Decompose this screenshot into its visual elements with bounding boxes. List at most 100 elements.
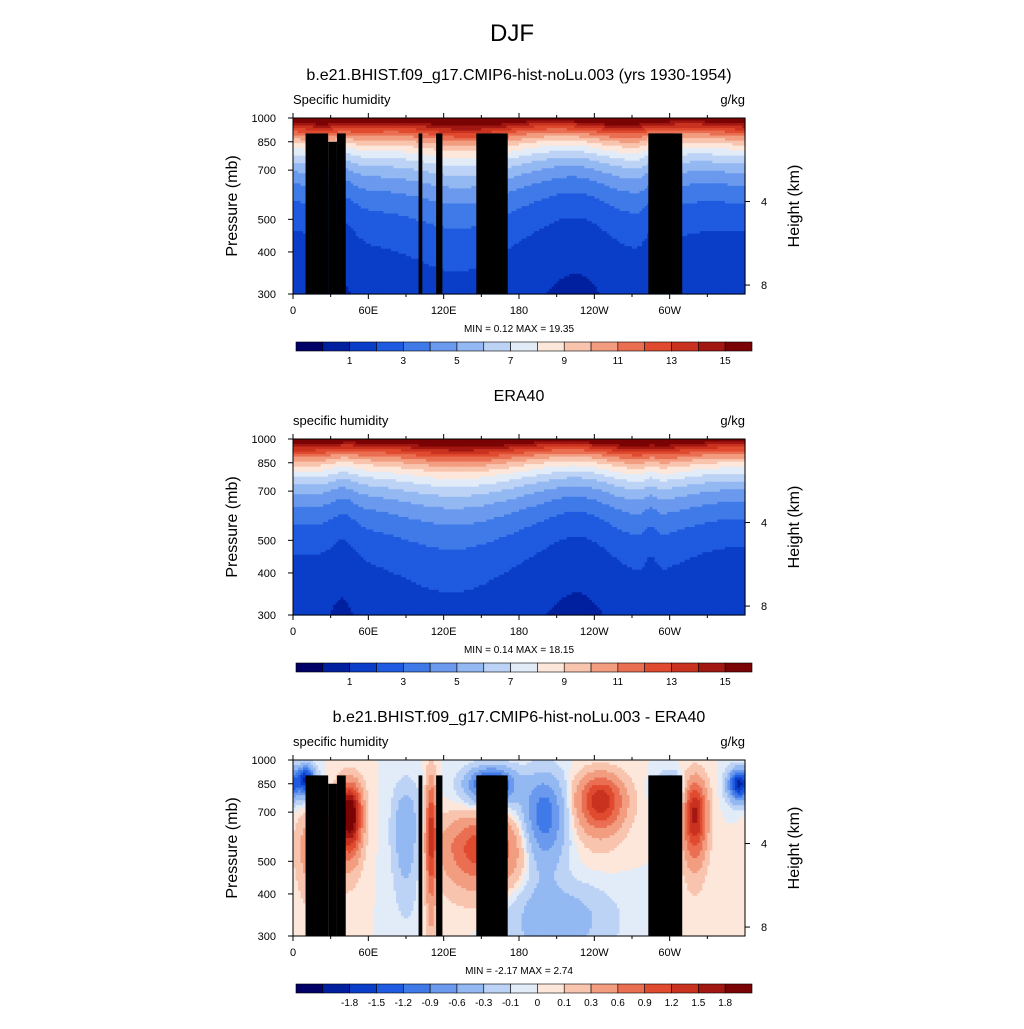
x-tick-label: 120E [431, 305, 457, 317]
colorbar-swatch [457, 663, 484, 672]
min-max-stats: MIN = 0.12 MAX = 19.35 [464, 324, 574, 335]
variable-label: Specific humidity [293, 92, 391, 107]
colorbar-swatch [725, 663, 752, 672]
terrain-mask-1 [306, 775, 329, 936]
terrain-mask-6 [476, 775, 507, 936]
x-tick-label: 180 [510, 626, 528, 638]
y-tick-label: 500 [258, 214, 276, 226]
y2-tick-label: 4 [761, 839, 767, 851]
y-tick-label: 300 [258, 610, 276, 622]
colorbar-swatch [484, 342, 511, 351]
colorbar-label: 13 [666, 677, 678, 688]
y2-tick-label: 8 [761, 601, 767, 613]
colorbar-swatch [484, 663, 511, 672]
x-tick-label: 0 [290, 305, 296, 317]
y-axis-title: Pressure (mb) [224, 797, 241, 898]
colorbar-swatch [698, 984, 725, 993]
y2-tick-label: 4 [761, 518, 767, 530]
colorbar-swatch [511, 984, 538, 993]
x-tick-label: 120E [431, 947, 457, 959]
y-tick-label: 850 [258, 779, 276, 791]
x-tick-label: 180 [510, 947, 528, 959]
colorbar-swatch [403, 342, 430, 351]
y-tick-label: 500 [258, 856, 276, 868]
colorbar-swatch [350, 663, 377, 672]
colorbar-swatch [430, 663, 457, 672]
colorbar-swatch [564, 984, 591, 993]
colorbar-swatch [698, 342, 725, 351]
colorbar-swatch [511, 342, 538, 351]
x-tick-label: 120E [431, 626, 457, 638]
y-axis-title: Pressure (mb) [224, 476, 241, 577]
y-tick-label: 500 [258, 535, 276, 547]
colorbar-swatch [537, 663, 564, 672]
y-tick-label: 700 [258, 807, 276, 819]
colorbar-label: 9 [561, 677, 567, 688]
terrain-mask-5 [436, 775, 442, 936]
x-tick-label: 120W [580, 947, 609, 959]
colorbar-swatch [537, 984, 564, 993]
colorbar-label: 5 [454, 356, 460, 367]
colorbar-swatch [618, 342, 645, 351]
x-tick-label: 180 [510, 305, 528, 317]
colorbar-swatch [725, 984, 752, 993]
terrain-mask-2 [328, 784, 337, 936]
y2-axis-title: Height (km) [786, 807, 803, 890]
colorbar-label: 15 [720, 356, 732, 367]
y2-axis-title: Height (km) [786, 486, 803, 569]
panel-3: b.e21.BHIST.f09_g17.CMIP6-hist-noLu.003 … [224, 709, 803, 1009]
colorbar-swatch [296, 984, 323, 993]
colorbar-swatch [672, 984, 699, 993]
min-max-stats: MIN = 0.14 MAX = 18.15 [464, 645, 574, 656]
x-tick-label: 60E [359, 626, 379, 638]
terrain-mask-2 [328, 142, 337, 294]
terrain-mask-4 [419, 133, 423, 294]
units-label: g/kg [720, 734, 745, 749]
y2-tick-label: 8 [761, 280, 767, 292]
colorbar-swatch [537, 342, 564, 351]
variable-label: specific humidity [293, 413, 389, 428]
terrain-mask-3 [337, 133, 346, 294]
colorbar-swatch [511, 663, 538, 672]
panel-title: ERA40 [494, 388, 545, 405]
colorbar-swatch [672, 663, 699, 672]
x-tick-label: 60W [658, 947, 681, 959]
y-tick-label: 400 [258, 568, 276, 580]
x-tick-label: 120W [580, 305, 609, 317]
panel-1: b.e21.BHIST.f09_g17.CMIP6-hist-noLu.003 … [224, 67, 803, 367]
colorbar-label: 0.3 [584, 998, 598, 1009]
colorbar-label: -0.1 [502, 998, 520, 1009]
colorbar-swatch [698, 663, 725, 672]
colorbar-swatch [591, 663, 618, 672]
colorbar-label: 3 [401, 677, 407, 688]
colorbar-swatch [350, 984, 377, 993]
y-tick-label: 850 [258, 458, 276, 470]
colorbar-swatch [591, 342, 618, 351]
colorbar-swatch [430, 984, 457, 993]
y-tick-label: 1000 [252, 755, 276, 767]
colorbar-label: -0.6 [448, 998, 466, 1009]
colorbar-swatch [457, 342, 484, 351]
page-title: DJF [0, 20, 1024, 48]
colorbar-swatch [376, 984, 403, 993]
y-tick-label: 850 [258, 137, 276, 149]
colorbar-swatch [296, 342, 323, 351]
colorbar-swatch [296, 663, 323, 672]
colorbar-label: 1.8 [718, 998, 732, 1009]
terrain-mask-7 [648, 133, 682, 294]
colorbar-swatch [725, 342, 752, 351]
x-tick-label: 0 [290, 626, 296, 638]
panel-title: b.e21.BHIST.f09_g17.CMIP6-hist-noLu.003 … [306, 67, 731, 84]
x-tick-label: 0 [290, 947, 296, 959]
colorbar-swatch [484, 984, 511, 993]
x-tick-label: 60E [359, 947, 379, 959]
colorbar-swatch [645, 342, 672, 351]
y2-tick-label: 4 [761, 197, 767, 209]
colorbar-label: 0.6 [611, 998, 625, 1009]
contour-field [293, 439, 746, 616]
units-label: g/kg [720, 413, 745, 428]
colorbar-label: 1.5 [691, 998, 705, 1009]
